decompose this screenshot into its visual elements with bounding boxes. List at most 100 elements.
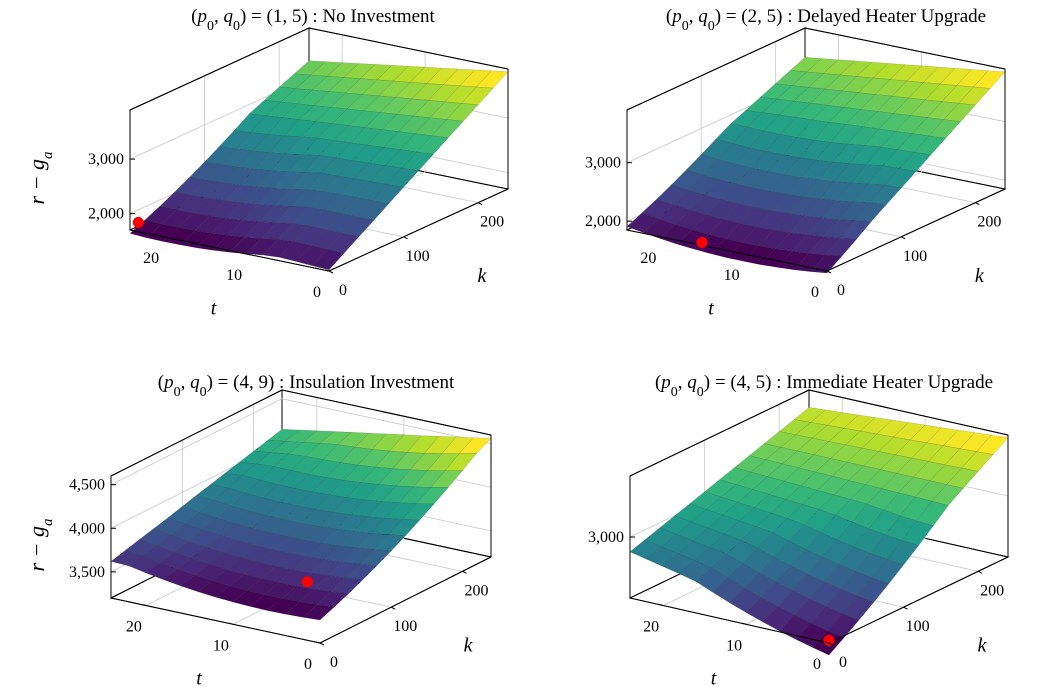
tick-label-t: 0 xyxy=(304,656,312,673)
tick-mark-k xyxy=(328,270,334,274)
surface-patch xyxy=(824,74,858,92)
surface-patch xyxy=(295,245,328,266)
surface-patch xyxy=(159,191,192,211)
surface-patch xyxy=(352,516,386,534)
surface-patch xyxy=(772,213,806,233)
tick-mark-t xyxy=(739,252,744,255)
surface-patch xyxy=(233,113,267,133)
surface-patch xyxy=(369,165,403,185)
tick-label-z: 2,000 xyxy=(88,206,124,223)
axis-label-t: t xyxy=(711,667,717,689)
surface-patch xyxy=(292,206,325,227)
surface-patch xyxy=(856,577,890,603)
tick-label-k: 0 xyxy=(339,282,347,299)
tick-label-z: 3,000 xyxy=(88,151,124,168)
tick-mark-k xyxy=(977,570,983,574)
surface-patch xyxy=(240,186,274,205)
axis-label-t: t xyxy=(708,297,714,319)
surface-patch xyxy=(265,501,299,520)
tick-label-z: 3,000 xyxy=(588,529,624,546)
tick-mark-k xyxy=(319,642,325,646)
surface-patch xyxy=(398,486,432,504)
axis-label-k: k xyxy=(975,265,985,287)
surface-patch xyxy=(298,105,332,122)
surface-patch xyxy=(866,488,900,511)
surface-patch xyxy=(416,135,449,155)
surface-patch xyxy=(785,485,818,505)
surface-patch xyxy=(142,545,175,564)
surface-patch xyxy=(316,123,350,141)
tick-label-k: 200 xyxy=(480,214,504,231)
surface-patch xyxy=(255,170,289,189)
tick-label-k: 0 xyxy=(330,654,338,671)
surface-patch xyxy=(229,574,262,591)
tick-mark-t xyxy=(228,622,234,625)
panel-title: (p0, q0) = (4, 5) : Immediate Heater Upg… xyxy=(655,372,993,400)
surface-patch xyxy=(659,224,693,245)
grid-line-z xyxy=(110,398,492,486)
tick-label-z: 4,000 xyxy=(69,520,105,537)
tick-mark-k xyxy=(403,236,408,240)
optimum-marker xyxy=(132,216,144,228)
surface-patch xyxy=(297,491,331,510)
surface-patch xyxy=(280,88,313,105)
surface-patch xyxy=(869,534,903,560)
tick-label-z: 4,500 xyxy=(69,477,105,494)
tick-label-z: 3,500 xyxy=(69,564,105,581)
surface-patch xyxy=(430,470,464,488)
axis-label-z-subscript: a xyxy=(40,152,56,160)
tick-mark-t xyxy=(656,235,661,238)
surface-patch xyxy=(387,519,421,536)
surface-patch xyxy=(737,489,770,508)
surface-patch xyxy=(878,113,912,132)
box-edge xyxy=(129,27,310,111)
surface-patch xyxy=(167,506,201,525)
tick-mark-t xyxy=(741,622,747,625)
surface-patch xyxy=(835,182,869,203)
surface-patch xyxy=(795,622,828,648)
tick-label-t: 0 xyxy=(313,284,321,301)
optimum-marker xyxy=(301,576,313,588)
surface-patch xyxy=(446,103,479,122)
surface-patch xyxy=(740,526,774,549)
tick-mark-t xyxy=(324,269,330,272)
surface-patch xyxy=(694,547,727,569)
tick-label-k: 200 xyxy=(465,582,489,599)
surface-patch xyxy=(759,248,793,268)
surface-patch xyxy=(325,462,359,481)
surface-patch xyxy=(734,147,767,169)
tick-mark-k xyxy=(900,236,906,240)
tick-mark-t xyxy=(159,235,164,238)
surface-patch xyxy=(242,204,275,222)
tick-label-k: 100 xyxy=(393,618,417,635)
surface-patch xyxy=(326,232,360,254)
surface-patch xyxy=(893,97,926,116)
surface-patch xyxy=(275,206,308,224)
tick-mark-k xyxy=(975,202,980,206)
surface-patch xyxy=(381,485,414,504)
surface-patch xyxy=(709,238,743,258)
surface-patch xyxy=(674,503,707,523)
optimum-marker xyxy=(823,634,835,646)
surface-patch xyxy=(720,484,754,503)
axis-label-t: t xyxy=(211,297,217,319)
surface-patch xyxy=(754,191,787,212)
tick-mark-k xyxy=(462,570,467,574)
surface-patch xyxy=(281,103,315,120)
surface-patch xyxy=(257,549,291,567)
tick-mark-t xyxy=(824,641,830,644)
tick-label-t: 0 xyxy=(811,284,819,301)
tick-label-k: 100 xyxy=(406,248,430,265)
surface-patch xyxy=(777,590,810,616)
surface-patch xyxy=(776,251,810,270)
tick-label-k: 200 xyxy=(980,582,1004,599)
surface-patch xyxy=(343,464,376,483)
surface-patch xyxy=(305,443,338,460)
surface-patch xyxy=(793,253,826,272)
surface-patch xyxy=(355,181,388,201)
surface-patch xyxy=(406,435,440,454)
surface-patch xyxy=(127,555,161,574)
tick-label-z: 2,000 xyxy=(585,213,621,230)
surface-patch xyxy=(399,133,433,153)
surface-patch xyxy=(752,476,785,495)
